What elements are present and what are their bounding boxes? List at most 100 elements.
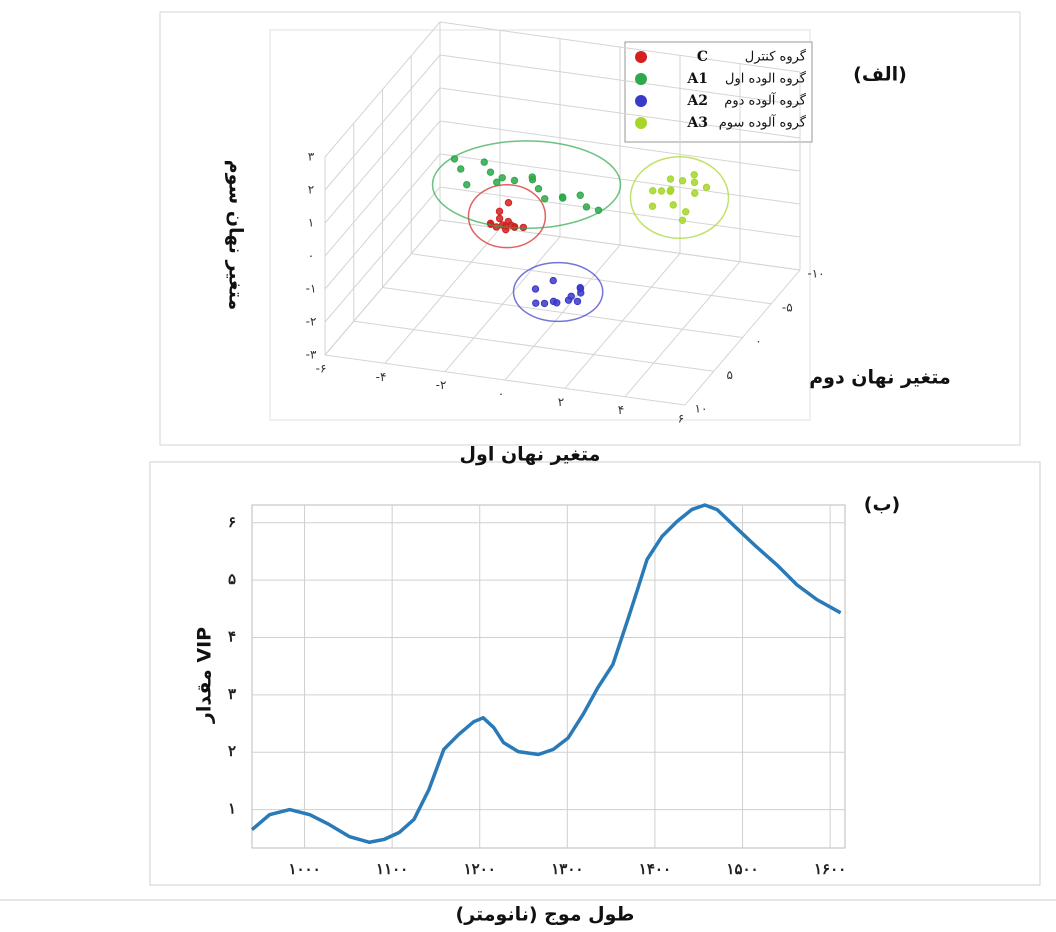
data-point (495, 214, 504, 223)
data-point (577, 289, 585, 297)
data-point (690, 178, 699, 187)
z-axis-label: متغیر نهان سوم (225, 160, 247, 311)
cluster-ellipse (512, 261, 604, 323)
z-tick-label: -۲ (306, 315, 317, 329)
data-point (534, 185, 543, 193)
legend-name: C (697, 49, 708, 65)
grid-line (439, 120, 801, 172)
x-tick-label: -۶ (316, 362, 327, 376)
data-point (450, 155, 459, 163)
data-point (559, 194, 567, 202)
y-tick-label: -۱۰ (807, 267, 824, 281)
data-point (531, 285, 540, 293)
x-tick-label: ۱۳۰۰ (551, 860, 583, 878)
cluster-ellipse (467, 183, 547, 249)
legend (624, 41, 813, 143)
x-tick-label: ۶ (678, 412, 684, 426)
legend-marker (635, 95, 647, 107)
grid-line (439, 87, 801, 139)
data-point (691, 189, 699, 197)
x-tick-label: -۴ (376, 370, 387, 384)
legend-label: گروه کنترل (745, 49, 807, 65)
y-tick-label: ۰ (755, 334, 761, 348)
data-point (553, 299, 561, 307)
x-tick-label: ۱۶۰۰ (814, 860, 846, 878)
data-point (486, 168, 495, 176)
data-point (528, 175, 537, 184)
cluster-ellipse (431, 140, 622, 230)
data-point (576, 191, 584, 199)
data-point (657, 187, 666, 195)
data-point (669, 201, 677, 209)
grid-line (439, 219, 801, 271)
grid-line (324, 87, 441, 224)
x-tick-label: ۴ (618, 403, 624, 417)
legend-label: گروه آلوده سوم (719, 114, 807, 131)
annotation: (ب) (864, 494, 900, 516)
data-point (519, 223, 528, 232)
grid-line (411, 253, 772, 305)
y-tick-label: ۲ (228, 742, 236, 760)
legend-marker (635, 73, 647, 85)
x-tick-label: ۱۴۰۰ (639, 860, 671, 878)
data-point (540, 299, 549, 308)
x-tick-label: ۱۰۰۰ (288, 860, 320, 878)
x-tick-label: -۲ (436, 378, 447, 392)
grid-line (353, 320, 714, 372)
data-point (666, 175, 675, 183)
grid-line (439, 186, 801, 238)
data-point (582, 203, 591, 211)
y-tick-label: ۵ (727, 368, 733, 382)
y-axis-label: متغیر نهان دوم (809, 367, 951, 389)
grid-line (324, 186, 441, 323)
data-point (678, 177, 687, 185)
legend-name: A3 (686, 115, 708, 131)
data-point (498, 174, 506, 182)
y-tick-label: ۶ (228, 513, 236, 531)
x-axis-label: طول موج (نانومتر) (456, 904, 635, 926)
legend-label: گروه الوده اول (725, 71, 807, 87)
data-point (678, 216, 687, 225)
grid-line (324, 153, 441, 290)
y-tick-label: -۵ (782, 300, 793, 314)
x-tick-label: ۱۲۰۰ (464, 860, 496, 878)
cluster-ellipse (629, 156, 730, 240)
annotation: (الف) (853, 64, 907, 86)
data-point (541, 195, 549, 203)
data-point (690, 171, 698, 179)
grid-line (439, 54, 801, 106)
z-tick-label: ۰ (308, 249, 314, 263)
data-point (702, 183, 711, 192)
grid-line (324, 54, 441, 191)
x-tick-label: ۱۵۰۰ (726, 860, 758, 878)
grid-line (439, 21, 801, 73)
x-axis-label: متغیر نهان اول (460, 444, 601, 466)
legend-name: A1 (686, 71, 708, 87)
data-point (504, 199, 513, 207)
y-tick-label: ۱ (228, 800, 236, 818)
legend-marker (635, 117, 647, 129)
legend-name: A2 (686, 93, 708, 109)
grid-line (324, 21, 441, 158)
y-axis-label: مقدار VIP (194, 627, 216, 724)
data-point (667, 186, 675, 194)
y-tick-label: ۵ (228, 570, 236, 588)
data-point (573, 297, 582, 306)
y-tick-label: ۳ (228, 685, 236, 703)
data-point (495, 207, 504, 216)
z-tick-label: ۲ (308, 183, 314, 197)
data-point (649, 187, 657, 195)
data-point (463, 180, 471, 189)
data-point (480, 158, 488, 166)
data-point (457, 165, 465, 173)
grid-line (324, 219, 441, 356)
y-tick-label: ۱۰ (695, 402, 708, 416)
y-tick-label: ۴ (228, 627, 236, 645)
data-point (532, 299, 540, 307)
x-tick-label: ۰ (498, 387, 504, 401)
grid-line (382, 287, 743, 339)
data-point (549, 276, 557, 285)
data-point (493, 178, 501, 186)
legend-label: گروه آلوده دوم (724, 92, 807, 109)
